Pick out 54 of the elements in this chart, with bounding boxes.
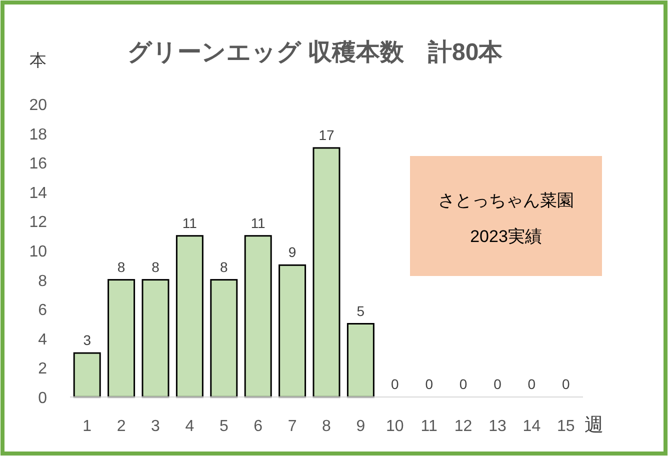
data-label: 11: [182, 214, 198, 231]
bar: [210, 279, 238, 398]
x-tick-label: 13: [488, 418, 506, 435]
data-label: 0: [528, 376, 536, 392]
data-label: 0: [425, 376, 434, 392]
data-label: 8: [117, 258, 126, 275]
y-tick-label: 2: [38, 360, 48, 378]
data-label: 0: [562, 376, 570, 392]
x-tick-label: 3: [151, 418, 160, 435]
x-axis-title: 週: [584, 415, 604, 436]
bar: [142, 279, 170, 398]
bar: [278, 264, 306, 398]
x-tick-label: 9: [356, 418, 366, 435]
annotation: さとっちゃん菜園 2023実績: [438, 191, 574, 246]
x-tick-label: 6: [254, 418, 263, 435]
x-tick-label: 4: [185, 418, 194, 435]
x-tick-label: 15: [557, 418, 575, 435]
bar: [108, 279, 136, 398]
x-tick-label: 12: [454, 418, 472, 435]
y-axis-title: 本: [30, 51, 46, 70]
x-tick-label: 8: [322, 418, 332, 435]
data-label: 8: [152, 258, 160, 275]
x-tick-label: 11: [420, 418, 438, 435]
data-label: 3: [83, 332, 92, 348]
bar: [244, 235, 272, 398]
bar: [176, 235, 204, 398]
x-tick-label: 14: [522, 418, 541, 435]
data-label: 5: [356, 302, 365, 319]
y-tick-label: 0: [38, 390, 48, 407]
bar: [73, 352, 101, 398]
bar: [346, 323, 374, 398]
y-tick-label: 12: [29, 214, 48, 232]
x-tick-label: 1: [82, 418, 92, 435]
chart-title: グリーンエッグ 収穫本数 計80本: [127, 39, 504, 66]
x-tick-label: 10: [386, 418, 404, 435]
data-label: 17: [318, 126, 334, 143]
bar: [312, 147, 340, 398]
y-tick-label: 18: [29, 126, 48, 144]
data-label: 9: [288, 244, 296, 260]
y-tick-label: 14: [29, 184, 48, 202]
x-tick-label: 2: [116, 418, 126, 435]
y-tick-label: 6: [38, 302, 48, 320]
data-label: 8: [220, 258, 228, 275]
y-tick-label: 4: [38, 331, 48, 348]
x-tick-label: 7: [288, 418, 297, 435]
data-label: 0: [459, 376, 468, 392]
y-tick-label: 10: [29, 244, 48, 260]
y-tick-label: 8: [38, 272, 48, 290]
data-label: 0: [391, 376, 399, 392]
x-tick-label: 5: [219, 418, 228, 435]
y-tick-label: 16: [29, 156, 48, 173]
y-tick-label: 20: [29, 97, 48, 114]
data-label: 11: [250, 214, 266, 231]
data-label: 0: [494, 376, 502, 392]
